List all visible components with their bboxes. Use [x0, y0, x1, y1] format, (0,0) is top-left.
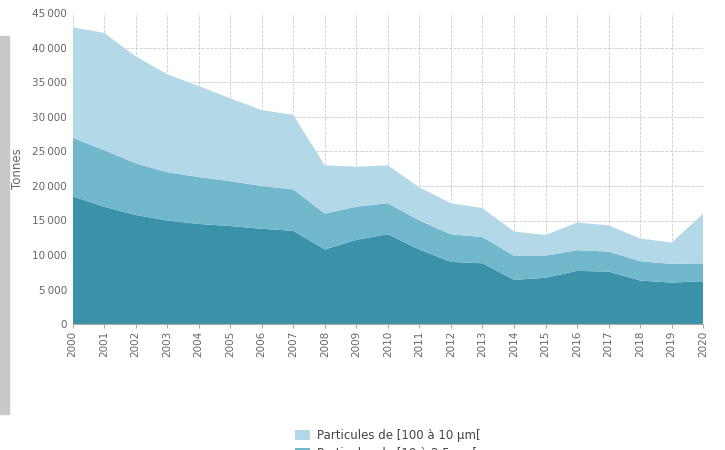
Y-axis label: Tonnes: Tonnes [11, 148, 24, 189]
Legend: Particules de [100 à 10 μm[, Particules de [10 à 2,5 μm[, Particules ≤ à 2,5 μm: Particules de [100 à 10 μm[, Particules … [296, 429, 480, 450]
